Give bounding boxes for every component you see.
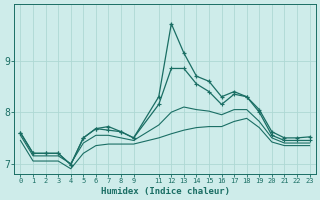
X-axis label: Humidex (Indice chaleur): Humidex (Indice chaleur): [100, 187, 229, 196]
